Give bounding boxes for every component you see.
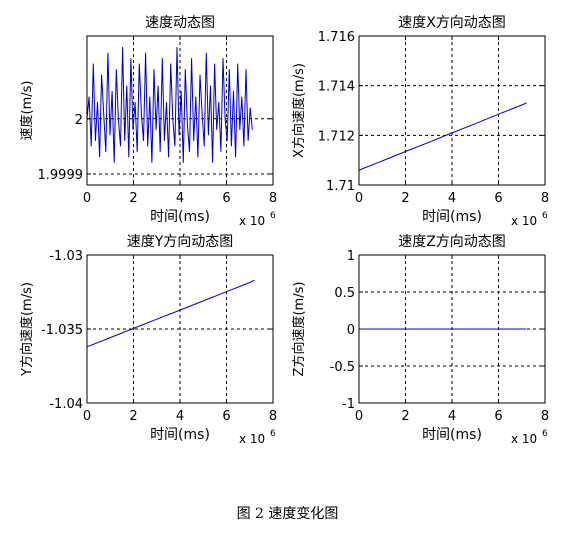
- chart3-y-tick-label: -1.04: [49, 397, 83, 412]
- chart1-x-tick-label: 8: [269, 191, 277, 206]
- chart2-axes-frame: [358, 35, 546, 186]
- figure-caption: 图 2 速度变化图: [236, 506, 339, 522]
- chart2-x-tick-label: 2: [401, 191, 409, 206]
- chart2-x-scale-note: x 10: [511, 214, 537, 228]
- chart3-x-tick-label: 8: [269, 409, 277, 424]
- chart4-y-tick-label: 0.5: [334, 286, 355, 301]
- chart1-x-tick-label: 4: [176, 191, 184, 206]
- chart2-series-line: [358, 102, 527, 171]
- chart4-x-tick-label: 0: [355, 409, 363, 424]
- chart3-x-tick-label: 0: [83, 409, 91, 424]
- chart3-axes-frame: [86, 254, 274, 404]
- chart3-series-line: [86, 279, 255, 348]
- chart2-x-tick-label: 6: [494, 191, 502, 206]
- chart2-y-tick-label: 1.712: [318, 129, 355, 144]
- chart1-x-tick-label: 2: [129, 191, 137, 206]
- chart4-y-label: Z方向速度(m/s): [291, 282, 307, 377]
- chart1-y-tick-label: 2: [75, 113, 83, 128]
- chart1-y-label: 速度(m/s): [19, 81, 35, 141]
- chart1-x-tick-label: 0: [83, 191, 91, 206]
- chart2-y-label: X方向速度(m/s): [291, 63, 307, 158]
- chart4-x-scale-note: x 10: [511, 432, 537, 446]
- chart1-x-scale-note: x 10: [239, 214, 265, 228]
- chart3-y-tick-label: -1.03: [49, 249, 83, 264]
- chart2-x-tick-label: 8: [541, 191, 549, 206]
- chart4-x-tick-label: 2: [401, 409, 409, 424]
- chart3-x-scale-exponent: 6: [270, 429, 276, 439]
- chart3-x-tick-label: 4: [176, 409, 184, 424]
- chart3-x-label: 时间(ms): [150, 427, 210, 443]
- chart4-x-scale-exponent: 6: [542, 429, 548, 439]
- chart1-series-line: [86, 46, 253, 163]
- chart4-title: 速度Z方向动态图: [398, 234, 506, 250]
- chart2-x-label: 时间(ms): [422, 209, 482, 225]
- chart2-y-tick-label: 1.71: [326, 179, 355, 194]
- chart3-y-label: Y方向速度(m/s): [19, 282, 35, 377]
- chart4-axes-frame: [358, 254, 546, 404]
- chart4-y-tick-label: 1: [347, 249, 355, 264]
- chart2-x-scale-exponent: 6: [542, 211, 548, 221]
- chart4-y-tick-label: -1: [342, 397, 355, 412]
- chart3-title: 速度Y方向动态图: [127, 234, 234, 250]
- chart1-x-scale-exponent: 6: [270, 211, 276, 221]
- chart1-y-tick-label: 1.9999: [38, 168, 84, 183]
- chart3-x-scale-note: x 10: [239, 432, 265, 446]
- chart1-axes-frame: [86, 35, 274, 186]
- chart4-x-tick-label: 6: [494, 409, 502, 424]
- chart4-y-tick-label: 0: [347, 323, 355, 338]
- chart3-x-tick-label: 6: [222, 409, 230, 424]
- chart1-x-tick-label: 6: [222, 191, 230, 206]
- chart2-y-tick-label: 1.716: [318, 30, 355, 45]
- chart3-y-tick-label: -1.035: [41, 323, 83, 338]
- chart4-x-tick-label: 4: [448, 409, 456, 424]
- chart4-x-label: 时间(ms): [422, 427, 482, 443]
- chart4-y-tick-label: -0.5: [330, 360, 355, 375]
- chart3-x-tick-label: 2: [129, 409, 137, 424]
- chart2-title: 速度X方向动态图: [398, 15, 506, 31]
- chart1-title: 速度动态图: [145, 15, 215, 31]
- chart4-x-tick-label: 8: [541, 409, 549, 424]
- chart2-x-tick-label: 0: [355, 191, 363, 206]
- chart2-x-tick-label: 4: [448, 191, 456, 206]
- chart1-x-label: 时间(ms): [150, 209, 210, 225]
- chart2-y-tick-label: 1.714: [318, 80, 355, 95]
